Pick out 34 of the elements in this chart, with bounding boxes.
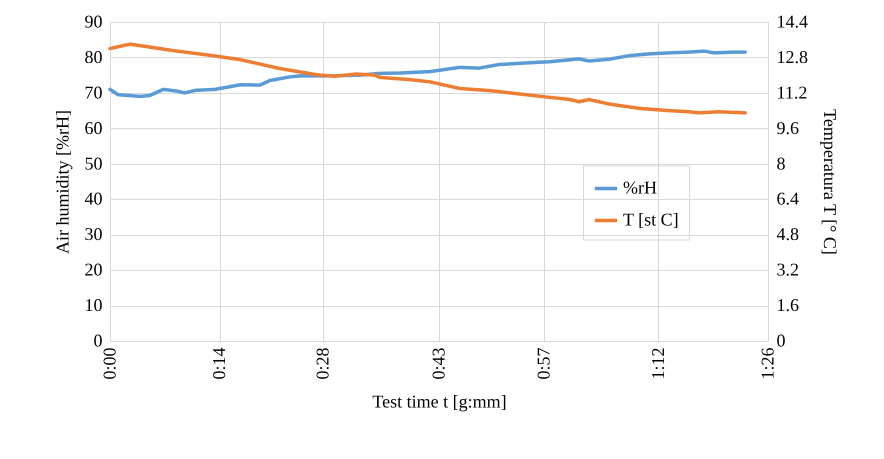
x-tick-label: 0:28 <box>312 348 333 380</box>
line-series <box>108 49 747 98</box>
x-tick-label: 0:14 <box>209 348 230 380</box>
y-tick-label: 10 <box>84 295 102 316</box>
y2-tick-label: 6.4 <box>776 188 799 209</box>
y-tick-label: 20 <box>84 260 102 280</box>
x-tick-label: 1:26 <box>758 348 778 380</box>
y2-tick-label: 14.4 <box>776 12 808 32</box>
y-tick-label: 60 <box>84 118 102 138</box>
x-tick-label: 0:57 <box>534 348 554 380</box>
y2-tick-label: 1.6 <box>776 295 799 316</box>
y-tick-label: 50 <box>84 153 102 174</box>
y-axis-title: Air humidity [%rH] <box>52 110 72 254</box>
y2-tick-label: 3.2 <box>776 260 799 280</box>
y-tick-label: 80 <box>84 46 102 67</box>
y2-tick-label: 11.2 <box>776 82 808 102</box>
y-tick-label: 0 <box>94 330 102 350</box>
y2-tick-label: 8 <box>776 153 786 174</box>
x-tick-label: 1:12 <box>648 348 668 380</box>
y2-axis-title: Temperatura T [° C] <box>820 109 840 255</box>
y2-tick-label: 9.6 <box>776 118 799 138</box>
y-tick-label: 90 <box>84 12 102 32</box>
line-series <box>108 42 747 115</box>
legend-label: T [st C] <box>623 210 679 230</box>
y-tick-label: 40 <box>84 188 102 209</box>
legend-label: %rH <box>623 178 657 198</box>
x-axis-title: Test time t [g:mm] <box>372 392 507 412</box>
x-tick-label: 0:00 <box>100 348 120 380</box>
x-tick-label: 0:43 <box>428 348 448 380</box>
y2-tick-label: 0 <box>776 330 786 350</box>
y2-tick-label: 4.8 <box>776 224 799 244</box>
y2-tick-label: 12.8 <box>776 46 808 67</box>
y-tick-label: 70 <box>84 82 102 102</box>
y-tick-label: 30 <box>84 224 102 244</box>
